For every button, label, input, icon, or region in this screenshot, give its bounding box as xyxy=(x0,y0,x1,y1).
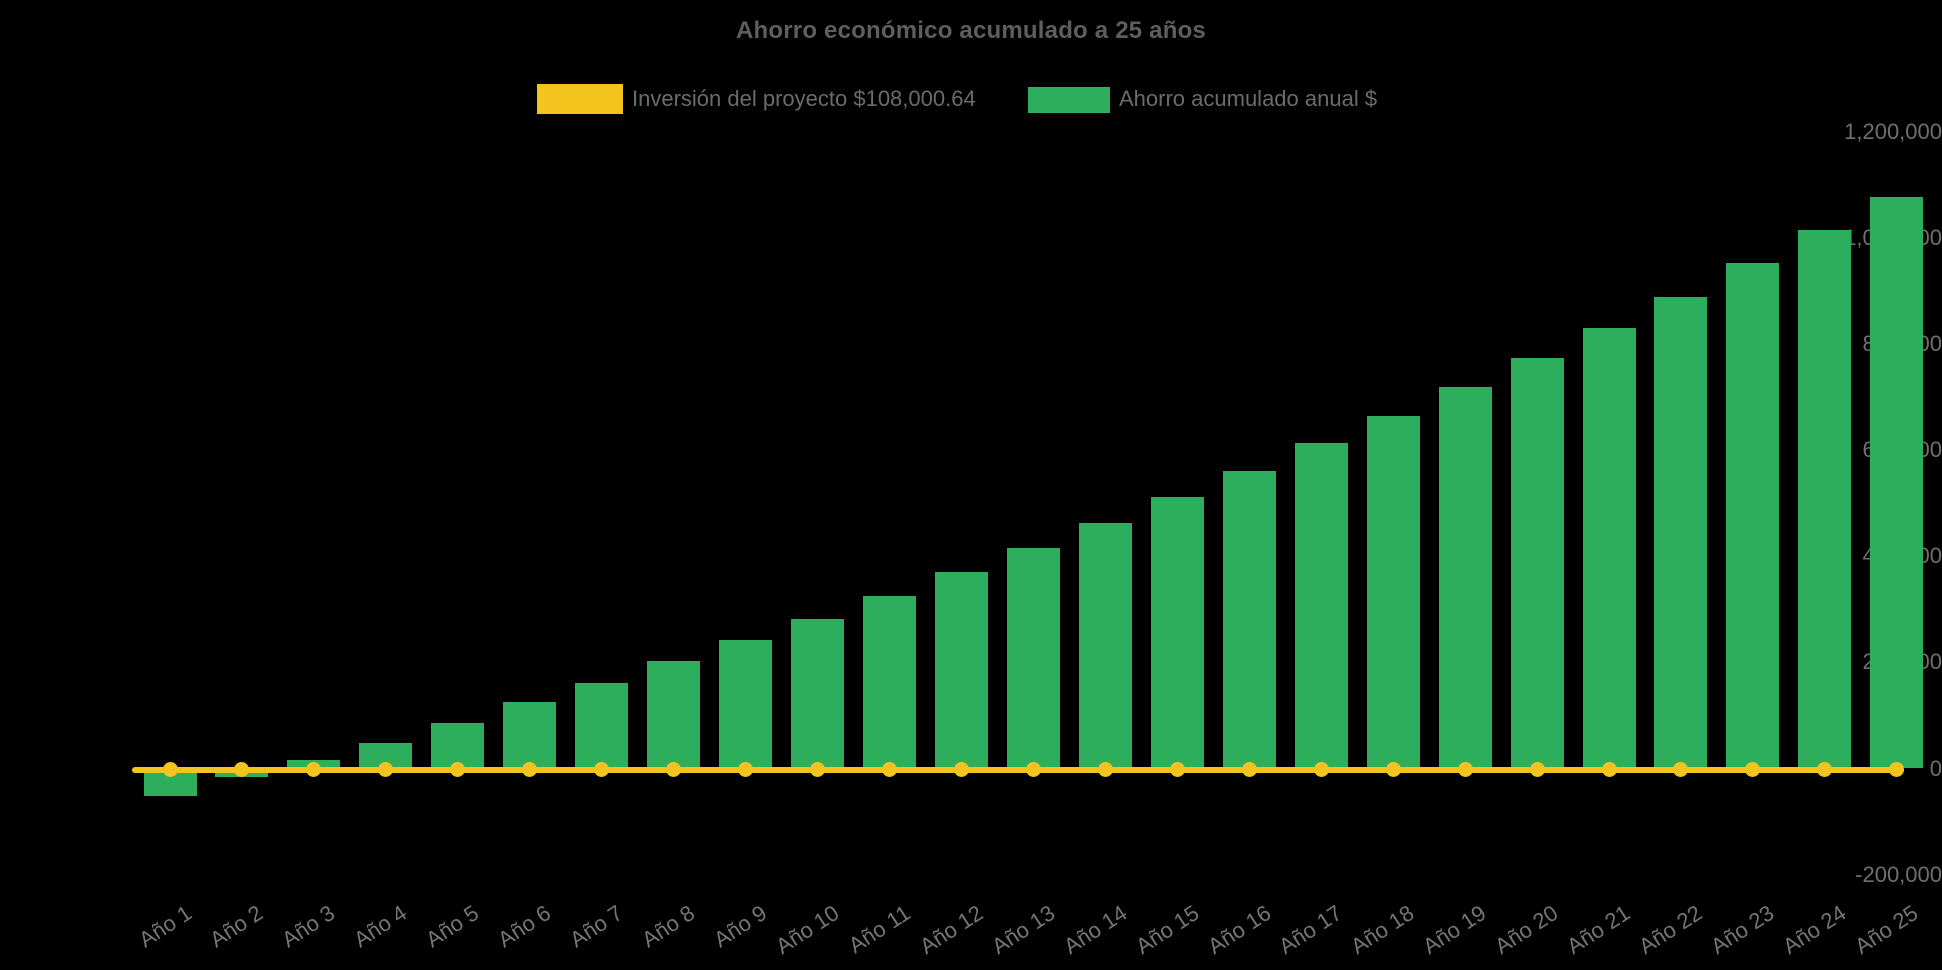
bar-año-22 xyxy=(1654,296,1708,769)
legend-item-ahorro[interactable]: Ahorro acumulado anual $ xyxy=(1028,84,1377,114)
bar-año-10 xyxy=(791,618,845,769)
investment-line-marker xyxy=(953,762,969,777)
x-axis-tick-label: Año 2 xyxy=(205,900,268,953)
investment-line-marker xyxy=(666,762,682,777)
investment-line-marker xyxy=(1457,762,1473,777)
x-axis-tick-label: Año 9 xyxy=(709,900,772,953)
bar-año-17 xyxy=(1294,443,1348,769)
x-axis-tick-label: Año 4 xyxy=(349,900,412,953)
investment-line-marker xyxy=(1385,762,1401,777)
investment-line-marker xyxy=(378,762,394,777)
x-axis-tick-label: Año 8 xyxy=(637,900,700,953)
x-axis-tick-label: Año 25 xyxy=(1850,900,1923,959)
legend-key-ahorro-swatch xyxy=(1028,87,1110,113)
x-axis-tick-label: Año 24 xyxy=(1778,900,1851,959)
bar-año-18 xyxy=(1366,415,1420,769)
investment-line-marker xyxy=(810,762,826,777)
x-axis-tick-label: Año 21 xyxy=(1562,900,1635,959)
x-axis-tick-label: Año 23 xyxy=(1706,900,1779,959)
investment-line-marker xyxy=(1889,762,1905,777)
bar-año-15 xyxy=(1150,497,1204,769)
investment-line-marker xyxy=(1025,762,1041,777)
x-axis-tick-label: Año 22 xyxy=(1634,900,1707,959)
investment-line-marker xyxy=(1745,762,1761,777)
bar-año-23 xyxy=(1726,263,1780,769)
x-axis-tick-label: Año 17 xyxy=(1274,900,1347,959)
bar-año-7 xyxy=(575,682,629,769)
investment-line-marker xyxy=(1169,762,1185,777)
investment-line-marker xyxy=(1313,762,1329,777)
x-axis-tick-label: Año 13 xyxy=(986,900,1060,959)
investment-line-marker xyxy=(1097,762,1113,777)
legend-label-inversion: Inversión del proyecto $108,000.64 xyxy=(632,86,976,111)
bar-año-20 xyxy=(1510,357,1564,769)
investment-line-marker xyxy=(306,762,322,777)
bar-año-16 xyxy=(1222,470,1276,769)
investment-line xyxy=(132,766,1904,773)
investment-line-marker xyxy=(1673,762,1689,777)
investment-line-marker xyxy=(1529,762,1545,777)
legend-label-ahorro: Ahorro acumulado anual $ xyxy=(1119,86,1378,111)
x-axis-tick-label: Año 5 xyxy=(421,900,484,953)
investment-line-marker xyxy=(234,762,250,777)
investment-line-marker xyxy=(522,762,538,777)
x-axis-tick-label: Año 16 xyxy=(1202,900,1275,959)
legend-item-inversion[interactable]: Inversión del proyecto $108,000.64 xyxy=(537,84,976,114)
y-axis-tick-label: 1,200,000 xyxy=(1844,118,1942,144)
investment-line-marker xyxy=(594,762,610,777)
bar-año-12 xyxy=(934,571,988,769)
x-axis-tick-label: Año 3 xyxy=(277,900,340,953)
investment-line-marker xyxy=(1817,762,1833,777)
bar-año-9 xyxy=(719,640,773,769)
x-axis-tick-label: Año 11 xyxy=(844,900,916,959)
y-axis-tick-label: -200,000 xyxy=(1855,861,1942,887)
investment-line-marker xyxy=(162,762,178,777)
bar-año-13 xyxy=(1006,548,1060,769)
x-axis-tick-label: Año 19 xyxy=(1418,900,1491,959)
legend-key-inversion-swatch xyxy=(537,84,623,114)
investment-line-marker xyxy=(1241,762,1257,777)
x-axis-tick-label: Año 7 xyxy=(565,900,628,953)
x-axis-tick-label: Año 20 xyxy=(1490,900,1563,959)
x-axis-tick-label: Año 14 xyxy=(1058,900,1131,959)
x-axis-tick-label: Año 6 xyxy=(493,900,556,953)
investment-line-marker xyxy=(1601,762,1617,777)
bar-año-25 xyxy=(1870,196,1924,769)
x-axis-tick-label: Año 15 xyxy=(1130,900,1203,959)
bar-año-21 xyxy=(1582,327,1636,769)
investment-line-marker xyxy=(738,762,754,777)
bar-año-14 xyxy=(1078,523,1132,769)
investment-line-marker xyxy=(450,762,466,777)
bar-año-6 xyxy=(503,702,557,769)
investment-line-marker xyxy=(882,762,897,777)
x-axis-tick-label: Año 12 xyxy=(914,900,988,959)
x-axis-tick-label: Año 18 xyxy=(1346,900,1419,959)
x-axis-tick-label: Año 10 xyxy=(771,900,844,959)
chart-title: Ahorro económico acumulado a 25 años xyxy=(736,17,1206,44)
x-axis-tick-label: Año 1 xyxy=(133,900,196,953)
bar-año-19 xyxy=(1438,387,1492,769)
bar-año-5 xyxy=(431,723,485,769)
bar-año-8 xyxy=(647,661,701,769)
bar-año-11 xyxy=(863,596,916,769)
y-axis-tick-label: 0 xyxy=(1929,755,1942,781)
bar-año-24 xyxy=(1798,230,1852,769)
